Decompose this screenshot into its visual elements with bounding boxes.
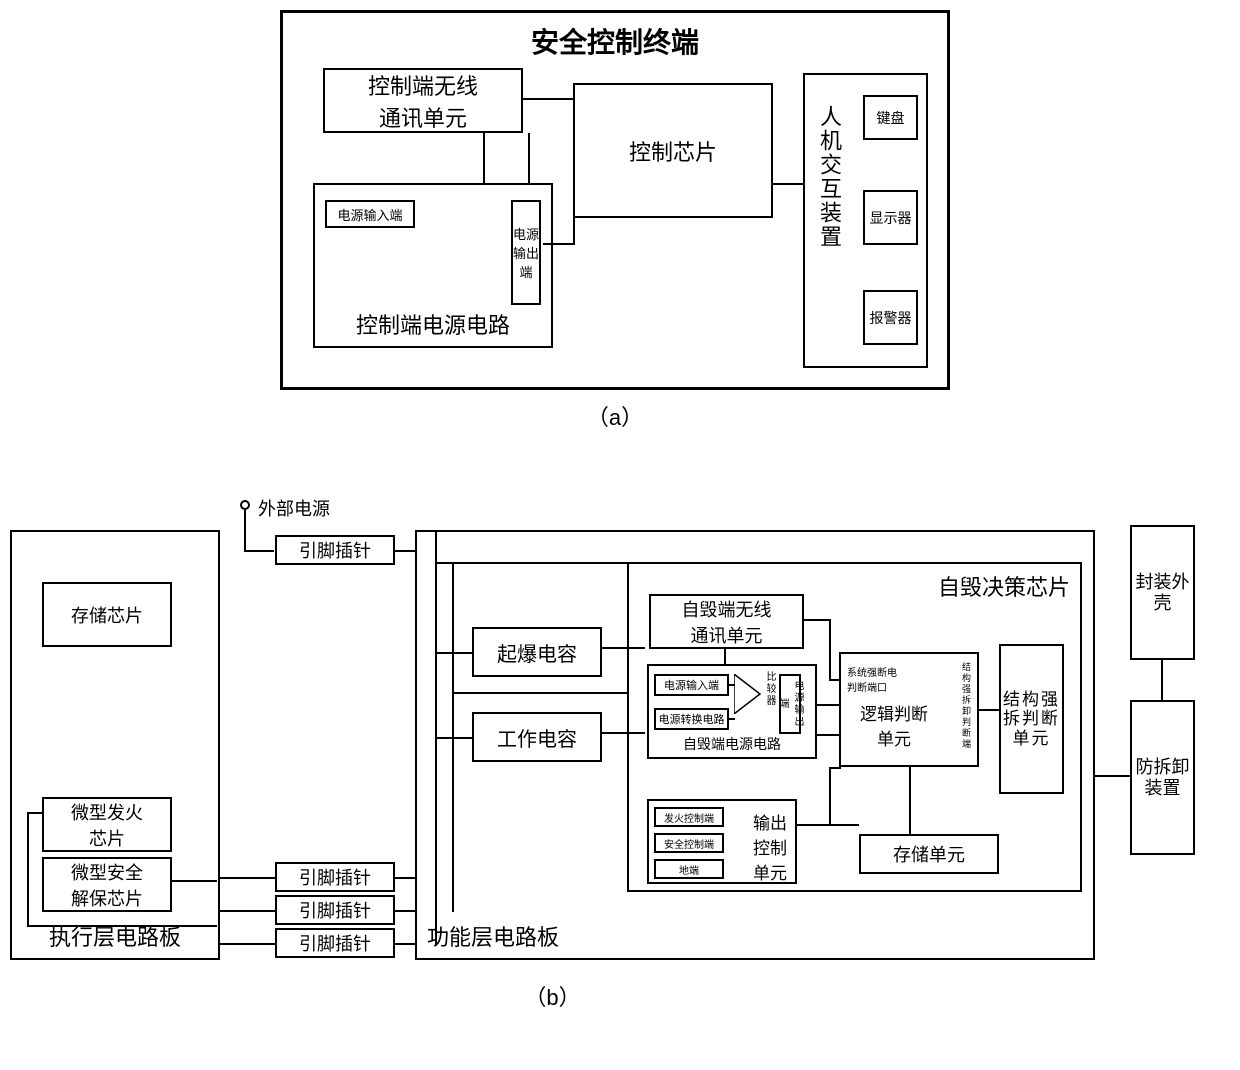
- line: [528, 133, 530, 183]
- exec-board: 执行层电路板 存储芯片 微型发火 芯片 微型安全 解保芯片: [10, 530, 220, 960]
- figB-caption: （b）: [10, 980, 1095, 1012]
- encap-text: 封装外壳: [1132, 572, 1193, 613]
- line: [27, 812, 29, 927]
- storage-unit: 存储单元: [859, 834, 999, 874]
- line: [602, 647, 645, 649]
- line: [220, 910, 275, 912]
- sys-port: 系统强断电 判断端口: [847, 664, 897, 694]
- logic-label: 逻辑判断 单元: [841, 700, 947, 750]
- line: [817, 704, 839, 706]
- line: [573, 218, 575, 245]
- line: [483, 133, 485, 183]
- figA-hmi-label: 人机交互装置: [813, 105, 845, 249]
- line: [979, 709, 999, 711]
- struct-judge-text: 结构强拆判断单元: [1001, 690, 1062, 749]
- pin-header-3: 引脚插针: [275, 895, 395, 925]
- line: [797, 824, 859, 826]
- ext-power-label: 外部电源: [258, 495, 330, 521]
- sd-chip-label: 自毁决策芯片: [938, 570, 1070, 602]
- line: [244, 550, 274, 552]
- line: [1161, 660, 1163, 700]
- sd-psu-out: 电源输出端: [779, 674, 801, 734]
- line: [27, 812, 42, 814]
- line: [829, 619, 831, 679]
- line: [773, 183, 803, 185]
- line: [724, 649, 726, 664]
- sd-psu-in: 电源输入端: [654, 674, 729, 696]
- struct-judge: 结构强拆判断单元: [999, 644, 1064, 794]
- out-ctrl-label: 输出 控制 单元: [753, 809, 787, 884]
- line: [817, 734, 839, 736]
- struct-port: 结构强拆卸判断端: [960, 662, 973, 750]
- figA-hmi: 人机交互装置 键盘 显示器 报警器: [803, 73, 928, 368]
- anti-tamper-text: 防拆卸装置: [1132, 757, 1193, 798]
- figA-caption: （a）: [280, 400, 950, 432]
- sd-chip: 自毁决策芯片 自毁端无线 通讯单元 电源输入端 电源转换电路 比较器 电源输出端…: [627, 562, 1082, 892]
- figA-display: 显示器: [863, 190, 918, 245]
- pin-header-4: 引脚插针: [275, 928, 395, 958]
- sd-psu-label: 自毁端电源电路: [649, 734, 815, 754]
- fire-ctrl: 发火控制端: [654, 807, 724, 827]
- line: [220, 943, 275, 945]
- line: [829, 767, 831, 824]
- line: [729, 684, 735, 686]
- line: [1095, 775, 1130, 777]
- line: [452, 692, 647, 694]
- sd-psu-conv: 电源转换电路: [654, 708, 729, 730]
- pin-header-2: 引脚插针: [275, 862, 395, 892]
- gnd: 地端: [654, 859, 724, 879]
- figA-pout: 电源输出端: [511, 200, 541, 305]
- storage-chip: 存储芯片: [42, 582, 172, 647]
- anti-tamper: 防拆卸装置: [1130, 700, 1195, 855]
- figA-title: 安全控制终端: [283, 21, 947, 61]
- figA-psu-label: 控制端电源电路: [315, 308, 551, 340]
- figA-keyboard: 键盘: [863, 95, 918, 140]
- pin-header-1: 引脚插针: [275, 535, 395, 565]
- line: [435, 562, 645, 564]
- det-cap: 起爆电容: [472, 627, 602, 677]
- figA-alarm: 报警器: [863, 290, 918, 345]
- micro-safe: 微型安全 解保芯片: [42, 857, 172, 912]
- line: [543, 243, 573, 245]
- line: [220, 877, 275, 879]
- line: [729, 718, 735, 720]
- out-ctrl: 发火控制端 安全控制端 地端 输出 控制 单元: [647, 799, 797, 884]
- line: [909, 767, 911, 834]
- line: [27, 925, 217, 927]
- line: [523, 98, 573, 100]
- line: [829, 767, 841, 769]
- safe-ctrl: 安全控制端: [654, 833, 724, 853]
- logic-unit: 系统强断电 判断端口 逻辑判断 单元 结构强拆卸判断端: [839, 652, 979, 767]
- micro-fire: 微型发火 芯片: [42, 797, 172, 852]
- comparator-shape: [734, 674, 762, 714]
- ext-power-node: [240, 500, 250, 510]
- sd-psu: 电源输入端 电源转换电路 比较器 电源输出端 自毁端电源电路: [647, 664, 817, 759]
- figA-wireless: 控制端无线 通讯单元: [323, 68, 523, 133]
- work-cap: 工作电容: [472, 712, 602, 762]
- figA-psu: 控制端电源电路 电源输入端 电源输出端: [313, 183, 553, 348]
- figA-outer: 安全控制终端 控制端无线 通讯单元 控制芯片 人机交互装置 键盘 显示器 报警器…: [280, 10, 950, 390]
- line: [829, 679, 841, 681]
- line: [804, 619, 831, 621]
- figA-chip: 控制芯片: [573, 83, 773, 218]
- func-board: 功能层电路板 起爆电容 工作电容 自毁决策芯片 自毁端无线 通讯单元 电源输入端…: [415, 530, 1095, 960]
- line: [172, 880, 217, 882]
- sd-psu-out-text: 电源输出端: [775, 676, 805, 732]
- figA-pin: 电源输入端: [325, 200, 415, 228]
- encap-shell: 封装外壳: [1130, 525, 1195, 660]
- line: [244, 510, 246, 550]
- func-board-label: 功能层电路板: [427, 920, 559, 952]
- sd-wireless: 自毁端无线 通讯单元: [649, 594, 804, 649]
- line: [452, 562, 454, 912]
- line: [602, 732, 645, 734]
